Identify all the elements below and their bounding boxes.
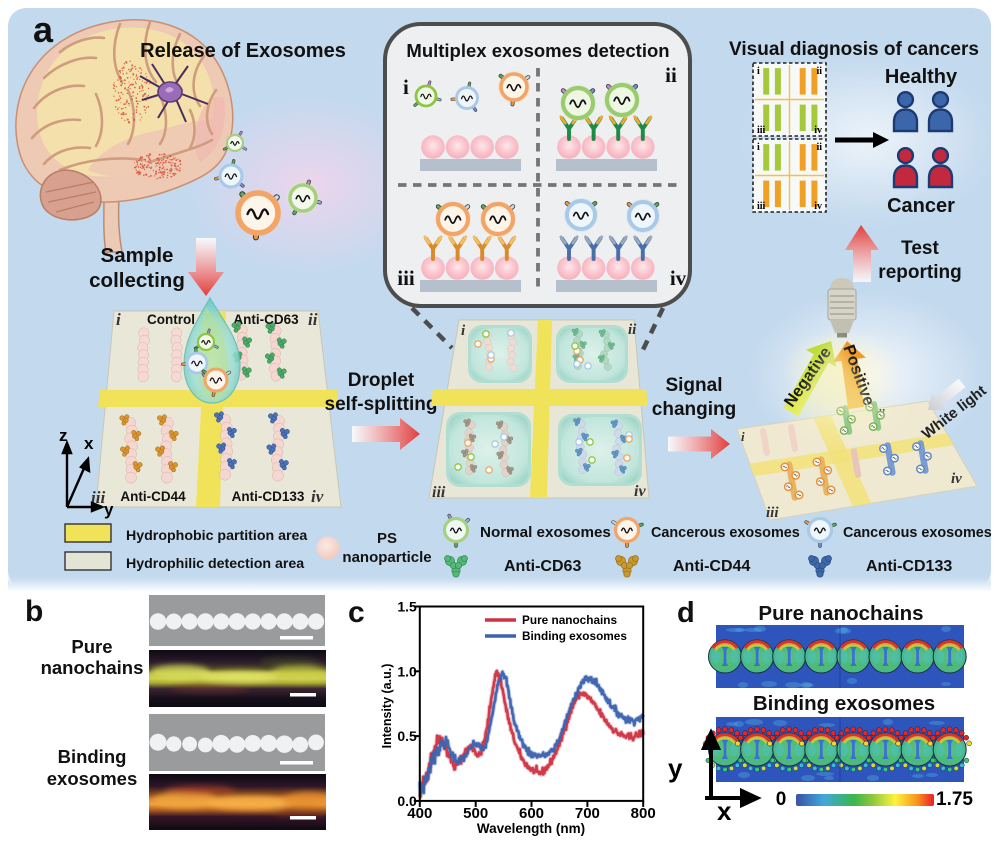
svg-text:Anti-CD44: Anti-CD44 <box>673 558 750 575</box>
svg-text:Anti-CD133: Anti-CD133 <box>866 558 952 575</box>
svg-text:exosomes: exosomes <box>47 768 138 789</box>
svg-text:x: x <box>717 796 732 826</box>
svg-text:1.75: 1.75 <box>936 789 973 810</box>
svg-text:c: c <box>348 596 365 629</box>
svg-text:800: 800 <box>631 805 656 822</box>
svg-text:600: 600 <box>519 805 544 822</box>
svg-text:iii: iii <box>432 484 446 501</box>
svg-text:PS: PS <box>377 530 397 547</box>
svg-text:Release of Exosomes: Release of Exosomes <box>140 40 346 62</box>
svg-text:0: 0 <box>776 789 787 810</box>
svg-text:Hydrophobic partition area: Hydrophobic partition area <box>126 528 307 544</box>
svg-text:Anti-CD63: Anti-CD63 <box>504 558 581 575</box>
svg-text:Visual diagnosis of cancers: Visual diagnosis of cancers <box>729 39 979 60</box>
svg-text:iii: iii <box>757 125 766 136</box>
svg-text:Cancer: Cancer <box>887 195 955 217</box>
svg-text:i: i <box>757 66 760 77</box>
svg-text:ii: ii <box>308 310 318 329</box>
svg-text:1.5: 1.5 <box>397 599 417 615</box>
svg-text:y: y <box>668 753 683 783</box>
svg-text:reporting: reporting <box>878 262 961 283</box>
svg-text:Multiplex exosomes detection: Multiplex exosomes detection <box>406 40 669 61</box>
svg-text:i: i <box>116 310 121 329</box>
svg-text:nanochains: nanochains <box>41 657 144 678</box>
svg-text:i: i <box>741 429 745 444</box>
svg-text:iv: iv <box>814 201 822 212</box>
svg-text:Hydrophilic detection area: Hydrophilic detection area <box>126 556 304 572</box>
svg-text:Control: Control <box>147 312 195 327</box>
svg-text:b: b <box>25 595 43 628</box>
svg-text:Cancerous exosomes: Cancerous exosomes <box>843 525 992 541</box>
svg-text:Signal: Signal <box>665 375 722 396</box>
svg-text:500: 500 <box>463 805 488 822</box>
svg-text:iv: iv <box>670 266 687 290</box>
svg-text:iii: iii <box>766 505 779 521</box>
svg-text:400: 400 <box>407 805 432 822</box>
svg-text:iv: iv <box>634 483 646 500</box>
svg-text:ii: ii <box>665 63 677 87</box>
svg-text:Binding exosomes: Binding exosomes <box>753 692 935 715</box>
svg-text:ii: ii <box>628 322 637 338</box>
svg-text:collecting: collecting <box>89 269 185 292</box>
svg-text:iv: iv <box>311 487 324 506</box>
svg-text:iv: iv <box>814 125 822 136</box>
svg-text:Healthy: Healthy <box>885 66 958 88</box>
svg-text:Binding: Binding <box>58 746 127 767</box>
svg-text:Wavelength (nm): Wavelength (nm) <box>477 821 585 836</box>
svg-text:iii: iii <box>757 201 766 212</box>
svg-text:Test: Test <box>901 238 939 259</box>
svg-text:ii: ii <box>816 142 822 153</box>
svg-text:y: y <box>104 500 114 519</box>
svg-text:0.5: 0.5 <box>397 728 417 744</box>
svg-text:i: i <box>403 75 409 99</box>
svg-text:iii: iii <box>397 266 415 290</box>
svg-text:Pure nanochains: Pure nanochains <box>522 613 617 627</box>
svg-text:x: x <box>84 434 94 453</box>
svg-text:Normal exosomes: Normal exosomes <box>480 524 611 541</box>
svg-text:Anti-CD133: Anti-CD133 <box>232 489 305 504</box>
svg-text:Intensity (a.u.): Intensity (a.u.) <box>380 664 394 749</box>
svg-text:Pure nanochains: Pure nanochains <box>758 602 923 625</box>
svg-text:Droplet: Droplet <box>348 370 415 391</box>
svg-text:Anti-CD44: Anti-CD44 <box>120 489 186 504</box>
svg-text:Cancerous exosomes: Cancerous exosomes <box>651 525 800 541</box>
svg-text:700: 700 <box>575 805 600 822</box>
svg-text:d: d <box>677 597 695 629</box>
svg-text:ii: ii <box>816 66 822 77</box>
svg-text:z: z <box>59 426 68 445</box>
svg-text:iv: iv <box>951 471 962 487</box>
svg-text:Pure: Pure <box>71 636 112 657</box>
svg-text:1.0: 1.0 <box>397 663 417 679</box>
svg-text:changing: changing <box>652 399 736 420</box>
svg-text:Sample: Sample <box>101 244 174 267</box>
svg-text:self-splitting: self-splitting <box>325 394 438 415</box>
svg-text:a: a <box>33 9 54 50</box>
svg-text:Binding exosomes: Binding exosomes <box>522 629 627 643</box>
svg-text:i: i <box>757 142 760 153</box>
svg-text:nanoparticle: nanoparticle <box>342 549 431 566</box>
